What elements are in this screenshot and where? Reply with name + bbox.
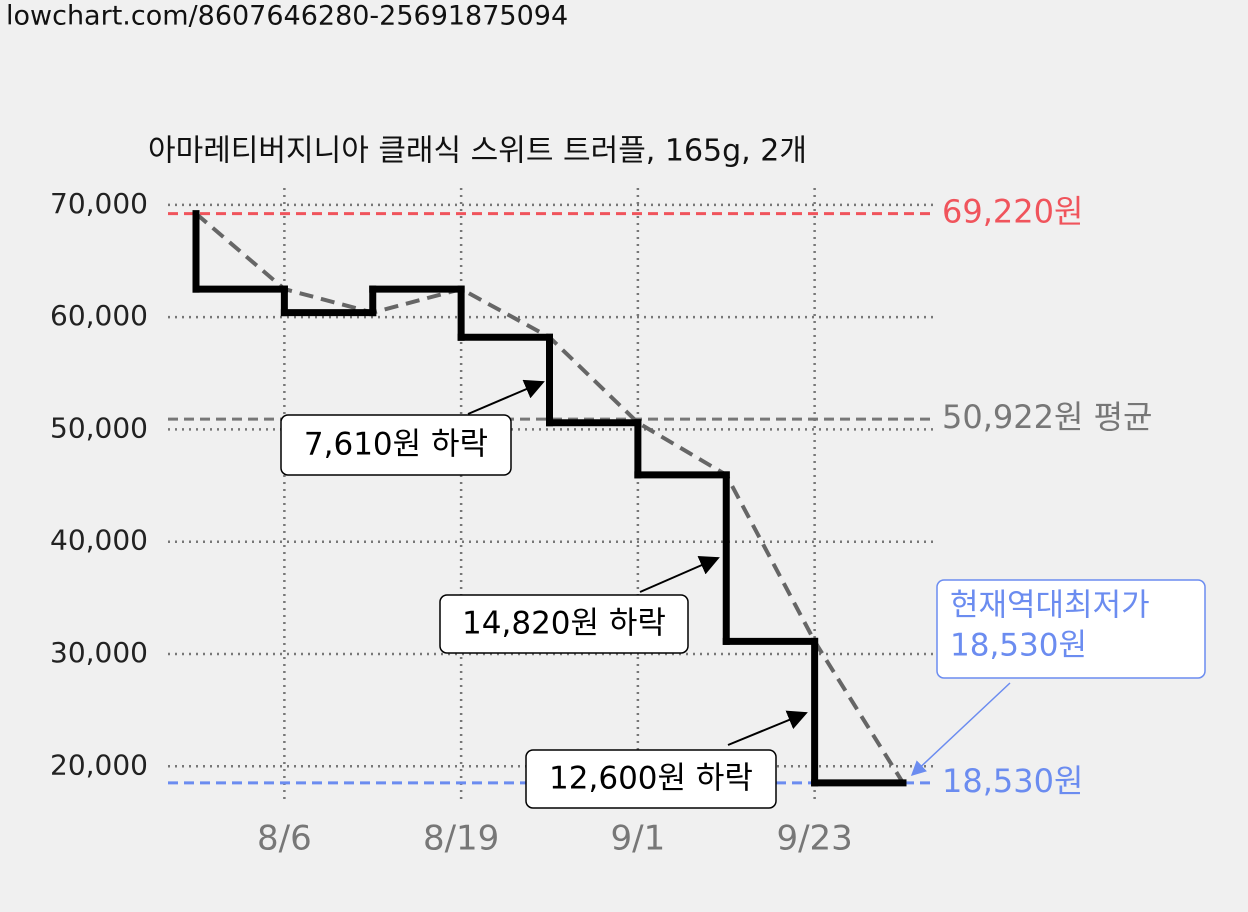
y-tick-label: 20,000 [50,748,148,781]
callout-arrow [910,682,1011,777]
annotation-text: 12,600원 하락 [549,761,753,797]
annotation-text: 7,610원 하락 [304,427,488,463]
reference-label: 69,220원 [942,193,1083,231]
x-tick-label: 9/1 [611,819,666,859]
annotation-box [439,594,689,654]
annotation-arrow [467,379,545,415]
chart-title: 아마레티버지니아 클래식 스위트 트러플, 165g, 2개 [148,134,807,169]
x-tick-label: 8/19 [423,819,499,859]
y-tick-label: 50,000 [50,411,148,444]
callout-box [936,579,1206,679]
callout-text: 18,530원 [950,628,1087,664]
x-tick-label: 9/23 [776,819,852,859]
y-tick-label: 40,000 [50,524,148,557]
annotation-box [525,749,777,809]
annotation-box [280,414,512,476]
y-tick-label: 60,000 [50,299,148,332]
url: lowchart.com/8607646280-25691875094 [6,1,568,32]
y-tick-label: 70,000 [50,187,148,220]
x-tick-label: 8/6 [257,819,312,859]
callout-text: 현재역대최저가 [950,588,1150,624]
reference-label: 18,530원 [942,762,1083,800]
annotation-text: 14,820원 하락 [462,606,666,642]
y-tick-label: 30,000 [50,636,148,669]
annotation-arrow [727,710,808,746]
annotation-arrow [639,556,720,593]
reference-label: 50,922원 평균 [942,398,1152,436]
